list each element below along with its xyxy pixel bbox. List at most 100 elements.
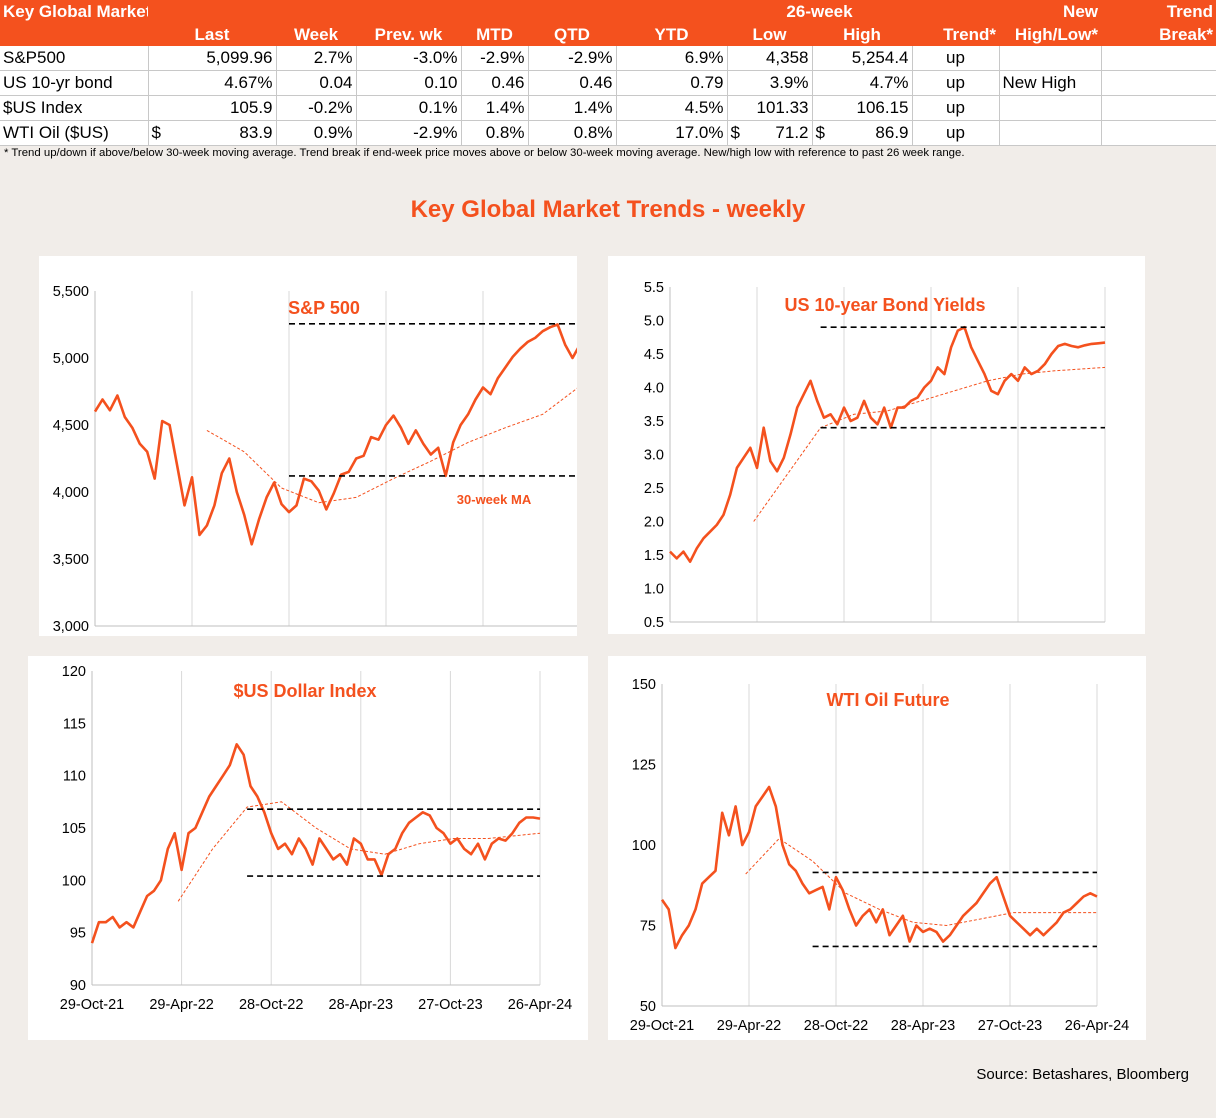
col-head-mtd: MTD: [461, 23, 528, 46]
series-ma-line: [745, 837, 1097, 927]
y-tick-label: 115: [63, 716, 86, 732]
y-tick-label: 4,000: [53, 485, 89, 501]
cell-prev-week: -2.9%: [413, 123, 458, 142]
cell-qtd: 0.46: [579, 73, 613, 92]
y-tick-label: 2.0: [644, 515, 664, 531]
y-tick-label: 150: [632, 677, 656, 693]
cell-trend: up: [946, 98, 965, 117]
y-tick-label: 4.5: [644, 347, 664, 363]
table-title: Key Global Markets: [0, 0, 148, 23]
y-tick-label: 0.5: [644, 615, 664, 631]
col-head-break: Break*: [1101, 23, 1216, 46]
series-price-line: [660, 785, 1098, 950]
col-head-prev: Prev. wk: [356, 23, 461, 46]
cell-last: 105.9: [229, 98, 273, 117]
cell-week: 0.04: [319, 73, 353, 92]
cell-mtd: 1.4%: [485, 98, 525, 117]
y-tick-label: 75: [640, 919, 656, 935]
x-tick-label: 29-Oct-21: [60, 997, 124, 1013]
cell-ytd: 17.0%: [675, 123, 724, 142]
y-tick-label: 3,500: [53, 552, 89, 568]
col-head-trend-flag: Trend*: [912, 23, 1000, 46]
cell-26w-low: 4,358: [765, 48, 809, 67]
y-tick-label: 1.5: [644, 548, 664, 564]
y-tick-label: 105: [62, 821, 86, 837]
chart-panel-sp500: 3,000 3,500 4,000 4,500 5,000 5,500 S&P 500 30-…: [39, 256, 577, 636]
cell-26w-high: 86.9: [875, 123, 909, 142]
series-ma-line: [177, 801, 541, 902]
table-row: S&P500 5,099.96 2.7% -3.0% -2.9% -2.9% 6.9% 4,3…: [0, 46, 1216, 71]
cell-ytd: 4.5%: [684, 98, 724, 117]
cell-trend: up: [946, 48, 965, 67]
y-tick-label: 110: [63, 769, 86, 785]
x-tick-label: 29-Oct-21: [630, 1018, 694, 1034]
cell-26w-high: 4.7%: [869, 73, 909, 92]
series-price-line: [90, 743, 541, 944]
chart-panel-usd: 90 95 100 105 110 115 120 29-Oct-21 29-Apr-22 28-…: [28, 656, 588, 1040]
cell-prev-week: 0.10: [424, 73, 458, 92]
x-tick-label: 26-Apr-24: [508, 997, 572, 1013]
chart-panel-wti: 50 75 100 125 150 29-Oct-21 29-Apr-22 28-Oct-22…: [608, 656, 1146, 1040]
sp500-chart: 3,000 3,500 4,000 4,500 5,000 5,500 S&P 500 30-…: [53, 284, 577, 635]
cell-26w-high-currency: $: [815, 123, 825, 142]
y-tick-label: 5.0: [644, 314, 664, 330]
series-price-line: [669, 325, 1106, 563]
col-head-week: Week: [276, 23, 356, 46]
bond-yield-chart: 0.5 1.0 1.5 2.0 2.5 3.0 3.5 4.0 4.5 5.0 5.5 US 10-y…: [644, 280, 1106, 631]
cell-26w-low: 71.2: [775, 123, 809, 142]
y-tick-label: 100: [62, 873, 86, 889]
y-tick-label: 125: [632, 758, 656, 774]
cell-mtd: -2.9%: [480, 48, 525, 67]
x-tick-label: 28-Apr-23: [329, 997, 393, 1013]
cell-new-high-low: New High: [1002, 73, 1077, 92]
col-head-last: Last: [148, 23, 276, 46]
cell-mtd: 0.46: [491, 73, 525, 92]
table-row: WTI Oil ($US) $83.9 0.9% -2.9% 0.8% 0.8% 17.0%…: [0, 120, 1216, 146]
col-head-highlow: High/Low*: [999, 23, 1102, 46]
cell-prev-week: 0.1%: [418, 98, 458, 117]
x-tick-label: 27-Oct-23: [978, 1018, 1042, 1034]
cell-prev-week: -3.0%: [413, 48, 458, 67]
col-head-low: Low: [727, 23, 812, 46]
usd-index-chart: 90 95 100 105 110 115 120 29-Oct-21 29-Apr-22 28-…: [60, 664, 572, 1013]
cell-ytd: 0.79: [690, 73, 724, 92]
col-head-trend: Trend: [1101, 0, 1216, 23]
y-tick-label: 3.5: [644, 414, 664, 430]
cell-26w-low: 3.9%: [769, 73, 809, 92]
chart-panel-bond: 0.5 1.0 1.5 2.0 2.5 3.0 3.5 4.0 4.5 5.0 5.5 US 10-y…: [608, 256, 1145, 634]
cell-qtd: 1.4%: [573, 98, 613, 117]
cell-ytd: 6.9%: [684, 48, 724, 67]
cell-last: 83.9: [239, 123, 273, 142]
x-tick-label: 26-Apr-24: [1065, 1018, 1129, 1034]
chart-title: WTI Oil Future: [827, 690, 950, 710]
row-name: S&P500: [3, 48, 66, 67]
y-tick-label: 50: [640, 999, 656, 1015]
y-tick-label: 3,000: [53, 619, 89, 635]
y-tick-label: 100: [632, 838, 656, 854]
y-tick-label: 2.5: [644, 481, 664, 497]
ma-annotation: 30-week MA: [457, 492, 532, 507]
chart-title: $US Dollar Index: [233, 681, 376, 701]
col-head-qtd: QTD: [528, 23, 616, 46]
col-group-26week: 26-week: [727, 0, 913, 23]
cell-week: 2.7%: [313, 48, 353, 67]
chart-title: US 10-year Bond Yields: [784, 295, 985, 315]
x-tick-label: 28-Oct-22: [804, 1018, 868, 1034]
cell-trend: up: [946, 123, 965, 142]
series-ma-line: [206, 387, 577, 504]
header-row-1: Key Global Markets 26-week New Trend: [0, 0, 1216, 23]
y-tick-label: 1.0: [644, 582, 664, 598]
table-row: $US Index 105.9 -0.2% 0.1% 1.4% 1.4% 4.5% 101.3…: [0, 95, 1216, 121]
y-tick-label: 3.0: [644, 448, 664, 464]
cell-last: 5,099.96: [206, 48, 273, 67]
cell-26w-high: 106.15: [856, 98, 909, 117]
col-head-ytd: YTD: [616, 23, 727, 46]
x-tick-label: 27-Oct-23: [418, 997, 482, 1013]
wti-oil-chart: 50 75 100 125 150 29-Oct-21 29-Apr-22 28-Oct-22…: [630, 677, 1129, 1034]
y-tick-label: 4.0: [644, 381, 664, 397]
chart-title: S&P 500: [288, 298, 360, 318]
cell-mtd: 0.8%: [485, 123, 525, 142]
page-title: Key Global Market Trends - weekly: [410, 196, 806, 223]
cell-week: -0.2%: [308, 98, 353, 117]
y-tick-label: 5.5: [644, 280, 664, 296]
